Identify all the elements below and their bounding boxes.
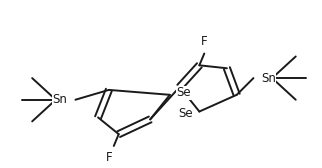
Text: F: F <box>201 35 208 48</box>
Text: Se: Se <box>176 86 191 99</box>
Text: Sn: Sn <box>52 93 67 106</box>
Text: Sn: Sn <box>261 72 276 85</box>
Text: Se: Se <box>178 107 193 120</box>
Text: F: F <box>106 151 112 164</box>
